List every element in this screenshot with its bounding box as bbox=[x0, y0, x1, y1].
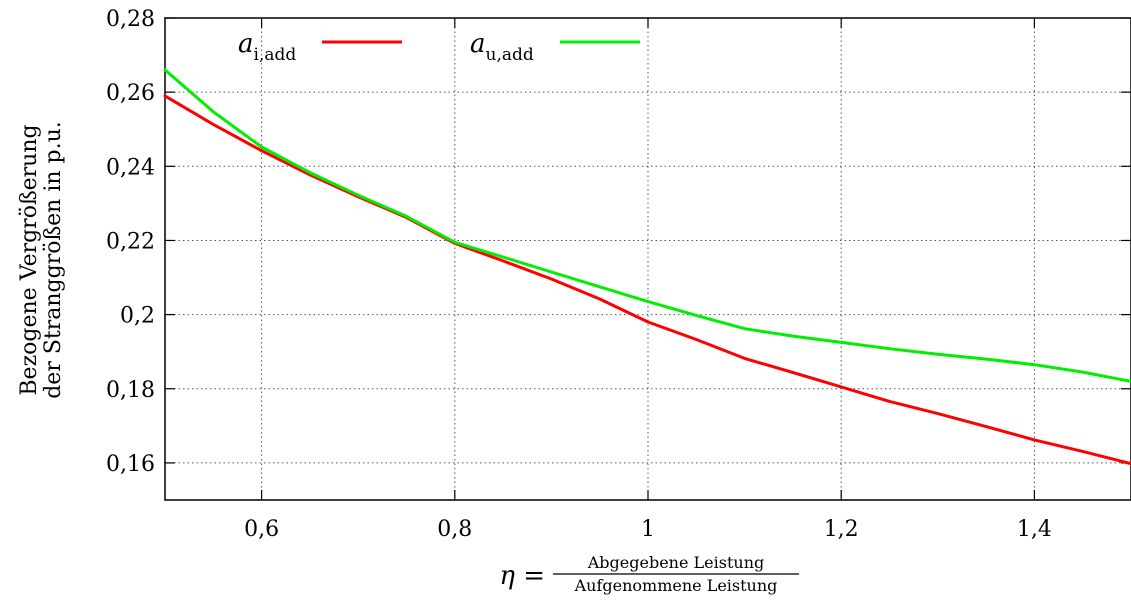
grid bbox=[165, 18, 1131, 500]
y-tick-label: 0,26 bbox=[106, 81, 155, 106]
x-tick-label: 1,4 bbox=[1017, 517, 1052, 542]
x-tick-label: 0,6 bbox=[244, 517, 279, 542]
x-axis-label-denominator: Aufgenommene Leistung bbox=[574, 576, 778, 595]
y-tick-label: 0,24 bbox=[106, 155, 155, 180]
legend-label-ai-add: ai,add bbox=[238, 29, 296, 65]
y-tick-label: 0,22 bbox=[106, 229, 155, 254]
y-axis-label: Bezogene Vergrößerung der Stranggrößen i… bbox=[17, 121, 66, 399]
y-axis-label-line1: Bezogene Vergrößerung bbox=[17, 124, 42, 395]
x-tick-label: 1 bbox=[641, 517, 655, 542]
legend-label-au-add: au,add bbox=[470, 29, 534, 65]
x-axis-label-numerator: Abgegebene Leistung bbox=[587, 553, 765, 572]
legend: ai,add au,add bbox=[238, 29, 640, 65]
y-axis-label-line2: der Stranggrößen in p.u. bbox=[41, 121, 66, 399]
x-tick-label: 1,2 bbox=[824, 517, 859, 542]
series-line-u-add bbox=[163, 68, 1131, 383]
y-tick-label: 0,16 bbox=[106, 452, 155, 477]
y-tick-label: 0,18 bbox=[106, 378, 155, 403]
x-axis-label: η = Abgegebene Leistung Aufgenommene Lei… bbox=[499, 553, 799, 595]
x-tick-label: 0,8 bbox=[437, 517, 472, 542]
axis-ticks: 0,6 0,8 1 1,2 1,4 0,16 0,18 0,2 0,22 0,24 0,26 0,28 bbox=[106, 7, 1131, 542]
x-axis-label-symbol: η = bbox=[499, 561, 545, 591]
y-tick-label: 0,28 bbox=[106, 7, 155, 32]
y-tick-label: 0,2 bbox=[120, 304, 155, 329]
series-lines bbox=[163, 68, 1131, 466]
series-line-i-add bbox=[163, 94, 1131, 466]
